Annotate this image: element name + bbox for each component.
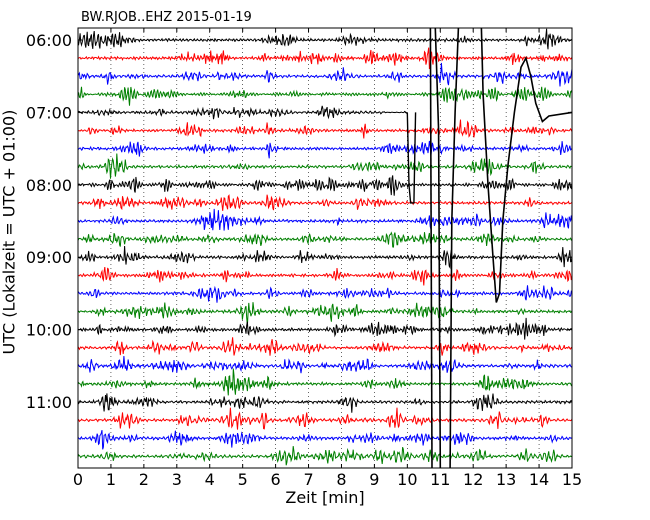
trace-row-16 [77, 317, 573, 340]
event-transient-stroke-3 [480, 27, 573, 303]
trace-row-8 [77, 175, 573, 196]
x-tick-label-11: 11 [430, 470, 450, 489]
y-tick-label-3: 09:00 [26, 248, 72, 267]
trace-row-22 [77, 429, 573, 450]
event-transient-stroke-1 [434, 27, 442, 469]
trace-row-21 [77, 407, 573, 430]
y-tick-label-2: 08:00 [26, 176, 72, 195]
trace-row-2 [77, 62, 573, 87]
trace-row-17 [77, 337, 573, 356]
event-transient-stroke-2 [449, 27, 460, 469]
x-tick-label-12: 12 [463, 470, 483, 489]
trace-row-12 [77, 245, 573, 269]
x-tick-label-0: 0 [73, 470, 83, 489]
y-axis-ticks: 06:00 07:00 08:00 09:00 10:00 11:00 [26, 31, 572, 412]
trace-row-5 [77, 119, 573, 139]
x-tick-label-7: 7 [303, 470, 313, 489]
trace-row-18 [77, 355, 573, 374]
x-tick-label-9: 9 [369, 470, 379, 489]
x-tick-label-6: 6 [271, 470, 281, 489]
trace-row-20 [77, 393, 573, 413]
trace-row-15 [77, 302, 573, 326]
trace-row-6 [77, 140, 573, 159]
trace-row-4 [77, 105, 405, 120]
x-tick-label-2: 2 [139, 470, 149, 489]
trace-row-23 [77, 446, 573, 466]
x-tick-label-1: 1 [106, 470, 116, 489]
trace-row-9 [77, 194, 573, 211]
y-tick-label-5: 11:00 [26, 393, 72, 412]
y-axis-label: UTC (Lokalzeit = UTC + 01:00) [0, 109, 19, 355]
x-axis-ticks: 0 1 2 3 4 5 6 7 8 9 10 11 12 13 14 15 [73, 28, 582, 489]
trace-layer [77, 28, 573, 466]
y-tick-label-4: 10:00 [26, 321, 72, 340]
trace-row-7 [77, 153, 573, 179]
y-tick-label-1: 07:00 [26, 103, 72, 122]
grid-lines [110, 28, 540, 468]
trace-row-0 [77, 28, 573, 50]
y-tick-label-0: 06:00 [26, 31, 72, 50]
trace-row-14 [77, 285, 573, 303]
event-layer [403, 27, 573, 469]
trace-row-3 [77, 86, 573, 106]
plot-frame [77, 27, 573, 469]
x-tick-label-8: 8 [336, 470, 346, 489]
trace-row-19 [77, 368, 573, 396]
trace-row-1 [77, 47, 573, 70]
x-tick-label-15: 15 [562, 470, 582, 489]
trace-row-13 [77, 267, 573, 286]
event-transient-stroke-0 [429, 27, 433, 469]
x-axis-label: Zeit [min] [285, 488, 365, 507]
x-tick-label-13: 13 [496, 470, 516, 489]
x-tick-label-4: 4 [205, 470, 215, 489]
event-baseline-offset [403, 110, 417, 204]
chart-title: BW.RJOB..EHZ 2015-01-19 [81, 10, 252, 25]
x-tick-label-3: 3 [172, 470, 182, 489]
x-tick-label-10: 10 [397, 470, 417, 489]
trace-row-11 [77, 231, 572, 248]
trace-row-10 [77, 208, 573, 231]
x-tick-label-14: 14 [529, 470, 549, 489]
x-tick-label-5: 5 [238, 470, 248, 489]
